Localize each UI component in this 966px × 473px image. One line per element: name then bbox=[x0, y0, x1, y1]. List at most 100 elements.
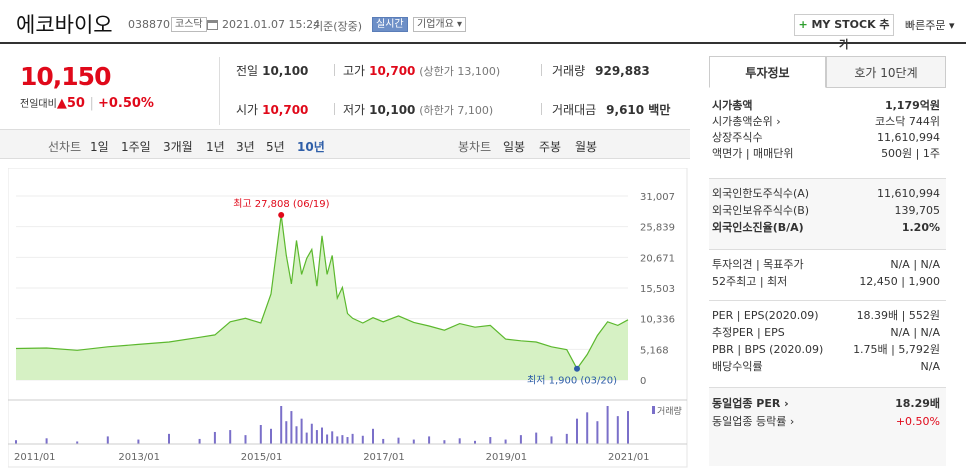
open-price: 시가 10,700 bbox=[236, 101, 308, 118]
volume-bar bbox=[397, 437, 400, 444]
realtime-tag[interactable]: 실시간 bbox=[372, 17, 408, 32]
volume-bar bbox=[270, 428, 272, 444]
volume-bar bbox=[535, 432, 538, 444]
volume: 거래량 929,883 bbox=[552, 62, 650, 79]
volume-bar bbox=[300, 418, 303, 444]
my-stock-add-button[interactable]: + MY STOCK 추가 bbox=[794, 14, 894, 51]
x-tick-label: 2013/01 bbox=[118, 452, 160, 463]
info-row: 외국인소진율(B/A) 1.20% bbox=[712, 220, 940, 236]
period-10y[interactable]: 10년 bbox=[297, 140, 325, 154]
low-value: 10,100 bbox=[369, 103, 416, 117]
info-value: 139,705 bbox=[894, 204, 941, 217]
divider bbox=[709, 178, 946, 179]
tab-orderbook[interactable]: 호가 10단계 bbox=[826, 56, 946, 88]
market-tag: 코스닥 bbox=[171, 17, 207, 32]
info-row: 배당수익률 N/A bbox=[712, 359, 940, 375]
volume-bar bbox=[331, 431, 334, 444]
period-1d[interactable]: 1일 bbox=[90, 140, 109, 154]
info-key: 52주최고 | 최저 bbox=[712, 275, 788, 288]
high-price: 고가 10,700 (상한가 13,100) bbox=[343, 62, 500, 79]
volume-value: 929,883 bbox=[595, 64, 650, 78]
candle-monthly[interactable]: 월봉 bbox=[575, 140, 598, 154]
price-chart[interactable]: 31,007 25,839 20,671 15,503 10,336 5,168 0 최고 2… bbox=[8, 168, 688, 468]
volume-bar bbox=[565, 433, 568, 444]
volume-bar bbox=[586, 412, 589, 444]
price-change: 전일대비▲50 | +0.50% bbox=[20, 96, 154, 111]
volume-legend-swatch bbox=[652, 406, 655, 414]
volume-bar bbox=[341, 435, 344, 444]
volume-bar bbox=[550, 436, 553, 444]
current-price: 10,150 bbox=[20, 62, 111, 91]
tab-investment-info[interactable]: 투자정보 bbox=[709, 56, 826, 88]
info-key: 동일업종 PER › bbox=[712, 397, 789, 410]
volume-bar bbox=[596, 421, 599, 444]
info-value: 1,179억원 bbox=[884, 99, 940, 112]
info-value: N/A | N/A bbox=[890, 326, 940, 339]
volume-bar bbox=[168, 433, 170, 444]
volume-bar bbox=[616, 416, 619, 444]
line-chart-label: 선차트 bbox=[48, 140, 82, 154]
volume-bar bbox=[326, 434, 329, 444]
change-percent: +0.50% bbox=[97, 96, 154, 111]
x-tick-label: 2011/01 bbox=[14, 452, 56, 463]
info-value: 1.20% bbox=[901, 221, 940, 234]
investment-info-panel: 투자정보 호가 10단계 시가총액 1,179억원 시가총액순위 › 코스닥 744위… bbox=[709, 56, 946, 466]
period-1y[interactable]: 1년 bbox=[206, 140, 225, 154]
volume-bar bbox=[280, 406, 283, 444]
stock-header: 에코바이오 038870 코스닥 2021.01.07 15:24 기준(장중)… bbox=[0, 0, 966, 51]
info-key: 투자의견 | 목표주가 bbox=[712, 258, 804, 271]
volume-bar bbox=[259, 425, 262, 444]
volume-bar bbox=[489, 437, 492, 444]
info-row: 상장주식수 11,610,994 bbox=[712, 130, 940, 146]
volume-bar bbox=[321, 427, 323, 444]
volume-bar bbox=[229, 430, 232, 444]
my-stock-label: MY STOCK 추가 bbox=[811, 18, 890, 51]
info-value: +0.50% bbox=[895, 415, 940, 428]
info-row: 추정PER | EPS N/A | N/A bbox=[712, 325, 940, 341]
period-3m[interactable]: 3개월 bbox=[163, 140, 193, 154]
prev-close: 전일 10,100 bbox=[236, 62, 308, 79]
y-tick-label: 10,336 bbox=[640, 315, 675, 326]
info-key: 시가총액 bbox=[712, 99, 753, 112]
min-label: 최저 1,900 (03/20) bbox=[527, 375, 617, 387]
row-group-bg bbox=[709, 388, 946, 466]
volume-bar bbox=[213, 431, 216, 444]
company-overview-button[interactable]: 기업개요 ▾ bbox=[413, 17, 466, 32]
candle-daily[interactable]: 일봉 bbox=[503, 140, 526, 154]
info-row: 52주최고 | 최저 12,450 | 1,900 bbox=[712, 274, 940, 290]
calendar-icon bbox=[207, 20, 218, 30]
period-1w[interactable]: 1주일 bbox=[121, 140, 151, 154]
volume-bar bbox=[106, 436, 109, 444]
info-value: 코스닥 744위 bbox=[875, 115, 940, 128]
company-name: 에코바이오 bbox=[16, 13, 113, 37]
candle-weekly[interactable]: 주봉 bbox=[539, 140, 562, 154]
volume-bar bbox=[244, 435, 247, 444]
volume-bar bbox=[137, 439, 140, 444]
info-value: 11,610,994 bbox=[877, 187, 940, 200]
divider bbox=[709, 300, 946, 301]
period-3y[interactable]: 3년 bbox=[236, 140, 255, 154]
info-key: 상장주식수 bbox=[712, 131, 763, 144]
x-tick-label: 2015/01 bbox=[241, 452, 283, 463]
period-5y[interactable]: 5년 bbox=[266, 140, 285, 154]
plus-icon: + bbox=[798, 18, 812, 31]
low-label: 저가 bbox=[343, 103, 366, 117]
info-value: 1.75배 | 5,792원 bbox=[853, 343, 940, 356]
quick-order-button[interactable]: 빠른주문 ▾ bbox=[905, 19, 955, 32]
amount-value: 9,610 백만 bbox=[606, 103, 671, 117]
candle-chart-label: 봉차트 bbox=[458, 140, 492, 154]
divider bbox=[709, 387, 946, 388]
info-value: 11,610,994 bbox=[877, 131, 940, 144]
info-key: 외국인보유주식수(B) bbox=[712, 204, 810, 217]
info-value: 500원 | 1주 bbox=[881, 147, 940, 160]
volume-bar bbox=[412, 439, 415, 444]
volume-bar bbox=[295, 426, 298, 444]
info-value: 12,450 | 1,900 bbox=[859, 275, 940, 288]
volume-bar bbox=[504, 439, 507, 444]
info-row: 외국인보유주식수(B) 139,705 bbox=[712, 203, 940, 219]
datetime: 2021.01.07 15:24 bbox=[222, 18, 321, 31]
open-label: 시가 bbox=[236, 103, 259, 117]
divider bbox=[709, 249, 946, 250]
volume-legend-label: 거래량 bbox=[657, 405, 682, 417]
info-key: PBR | BPS (2020.09) bbox=[712, 343, 824, 356]
